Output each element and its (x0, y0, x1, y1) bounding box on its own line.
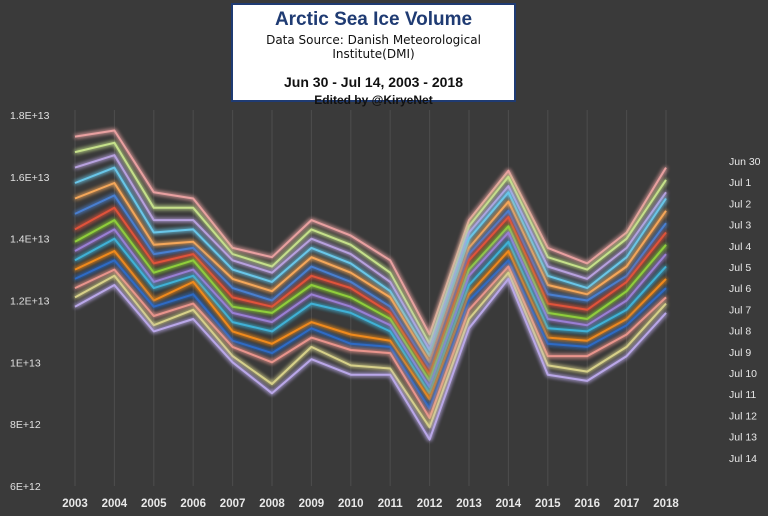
series-line (74, 237, 667, 395)
chart-title: Arctic Sea Ice Volume (274, 9, 473, 30)
series-line (74, 182, 667, 364)
y-tick-label: 6E+12 (10, 481, 41, 493)
chart-credit: Edited by @KiryeNet (314, 93, 433, 107)
x-tick-label: 2015 (535, 498, 561, 510)
series-line (74, 259, 667, 410)
x-tick-label: 2006 (180, 498, 206, 510)
chart-subtitle: Jun 30 - Jul 14, 2003 - 2018 (284, 74, 463, 90)
series-line (74, 206, 667, 376)
x-tick-label: 2009 (299, 498, 325, 510)
y-tick-label: 1E+13 (10, 357, 41, 369)
legend-label: Jul 6 (729, 283, 751, 295)
x-tick-label: 2004 (102, 498, 128, 510)
x-tick-label: 2003 (62, 498, 88, 510)
title-box: Arctic Sea Ice Volume Data Source: Danis… (231, 3, 516, 107)
data-source: Data Source: Danish Meteorological Insti… (266, 33, 481, 61)
x-tick-label: 2016 (574, 498, 600, 510)
series-line (74, 271, 667, 429)
legend-label: Jul 4 (729, 241, 751, 253)
legend-label: Jul 1 (729, 177, 751, 189)
legend-label: Jul 5 (729, 262, 751, 274)
legend-label: Jul 7 (729, 304, 751, 316)
series-line (74, 166, 667, 358)
legend-label: Jul 12 (729, 410, 757, 422)
x-tick-label: 2012 (417, 498, 443, 510)
legend-label: Jul 11 (729, 389, 756, 401)
x-tick-label: 2017 (614, 498, 640, 510)
legend-label: Jul 14 (729, 453, 757, 465)
legend-label: Jul 9 (729, 347, 751, 359)
x-tick-label: 2014 (496, 498, 522, 510)
x-tick-label: 2008 (259, 498, 285, 510)
legend-label: Jul 2 (729, 198, 751, 210)
legend-label: Jul 8 (729, 326, 751, 338)
legend-label: Jul 3 (729, 220, 751, 232)
y-tick-label: 1.4E+13 (10, 234, 50, 246)
series-line (74, 228, 667, 389)
y-tick-label: 1.6E+13 (10, 172, 50, 184)
x-tick-label: 2010 (338, 498, 364, 510)
series-line (74, 129, 667, 336)
legend-label: Jun 30 (729, 156, 761, 168)
x-tick-label: 2011 (378, 498, 404, 510)
series-line (74, 277, 667, 441)
x-tick-label: 2018 (653, 498, 679, 510)
legend-label: Jul 13 (729, 432, 757, 444)
x-tick-label: 2007 (220, 498, 246, 510)
y-tick-label: 8E+12 (10, 419, 41, 431)
series-line (74, 219, 667, 382)
x-tick-label: 2013 (456, 498, 482, 510)
x-tick-label: 2005 (141, 498, 167, 510)
series-line (74, 265, 667, 419)
y-tick-label: 1.2E+13 (10, 296, 50, 308)
series-line (74, 141, 667, 345)
legend-label: Jul 10 (729, 368, 757, 380)
series-line (74, 194, 667, 370)
y-tick-label: 1.8E+13 (10, 110, 50, 122)
series-line (74, 154, 667, 351)
series-line (74, 250, 667, 401)
